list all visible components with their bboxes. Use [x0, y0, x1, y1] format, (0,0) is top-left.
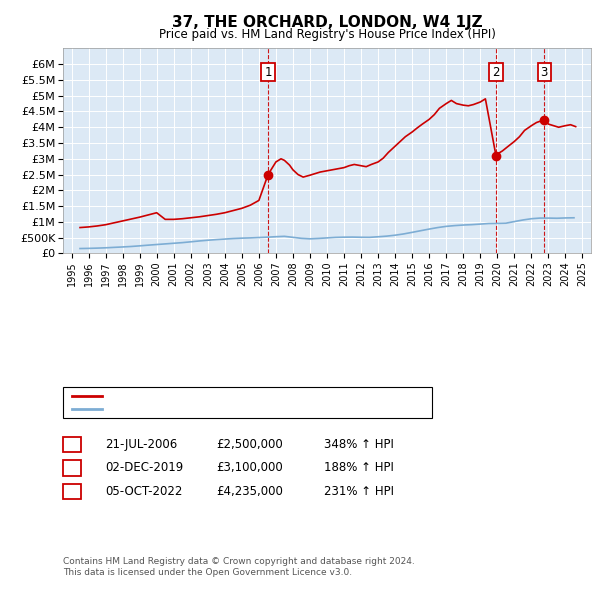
Text: 348% ↑ HPI: 348% ↑ HPI: [324, 438, 394, 451]
Text: 2: 2: [492, 65, 500, 78]
Text: 1: 1: [265, 65, 272, 78]
Text: HPI: Average price, detached house, Ealing: HPI: Average price, detached house, Eali…: [109, 404, 350, 414]
Text: 1: 1: [68, 438, 76, 451]
Text: 2: 2: [68, 461, 76, 474]
Text: 188% ↑ HPI: 188% ↑ HPI: [324, 461, 394, 474]
Text: 02-DEC-2019: 02-DEC-2019: [105, 461, 183, 474]
Text: 3: 3: [541, 65, 548, 78]
Text: 21-JUL-2006: 21-JUL-2006: [105, 438, 177, 451]
Text: This data is licensed under the Open Government Licence v3.0.: This data is licensed under the Open Gov…: [63, 568, 352, 577]
Text: 05-OCT-2022: 05-OCT-2022: [105, 485, 182, 498]
Text: Price paid vs. HM Land Registry's House Price Index (HPI): Price paid vs. HM Land Registry's House …: [158, 28, 496, 41]
Text: 3: 3: [68, 485, 76, 498]
Text: 231% ↑ HPI: 231% ↑ HPI: [324, 485, 394, 498]
Text: £2,500,000: £2,500,000: [216, 438, 283, 451]
Text: 37, THE ORCHARD, LONDON, W4 1JZ (detached house): 37, THE ORCHARD, LONDON, W4 1JZ (detache…: [109, 391, 416, 401]
Text: Contains HM Land Registry data © Crown copyright and database right 2024.: Contains HM Land Registry data © Crown c…: [63, 558, 415, 566]
Text: 37, THE ORCHARD, LONDON, W4 1JZ: 37, THE ORCHARD, LONDON, W4 1JZ: [172, 15, 482, 30]
Text: £3,100,000: £3,100,000: [216, 461, 283, 474]
Text: £4,235,000: £4,235,000: [216, 485, 283, 498]
